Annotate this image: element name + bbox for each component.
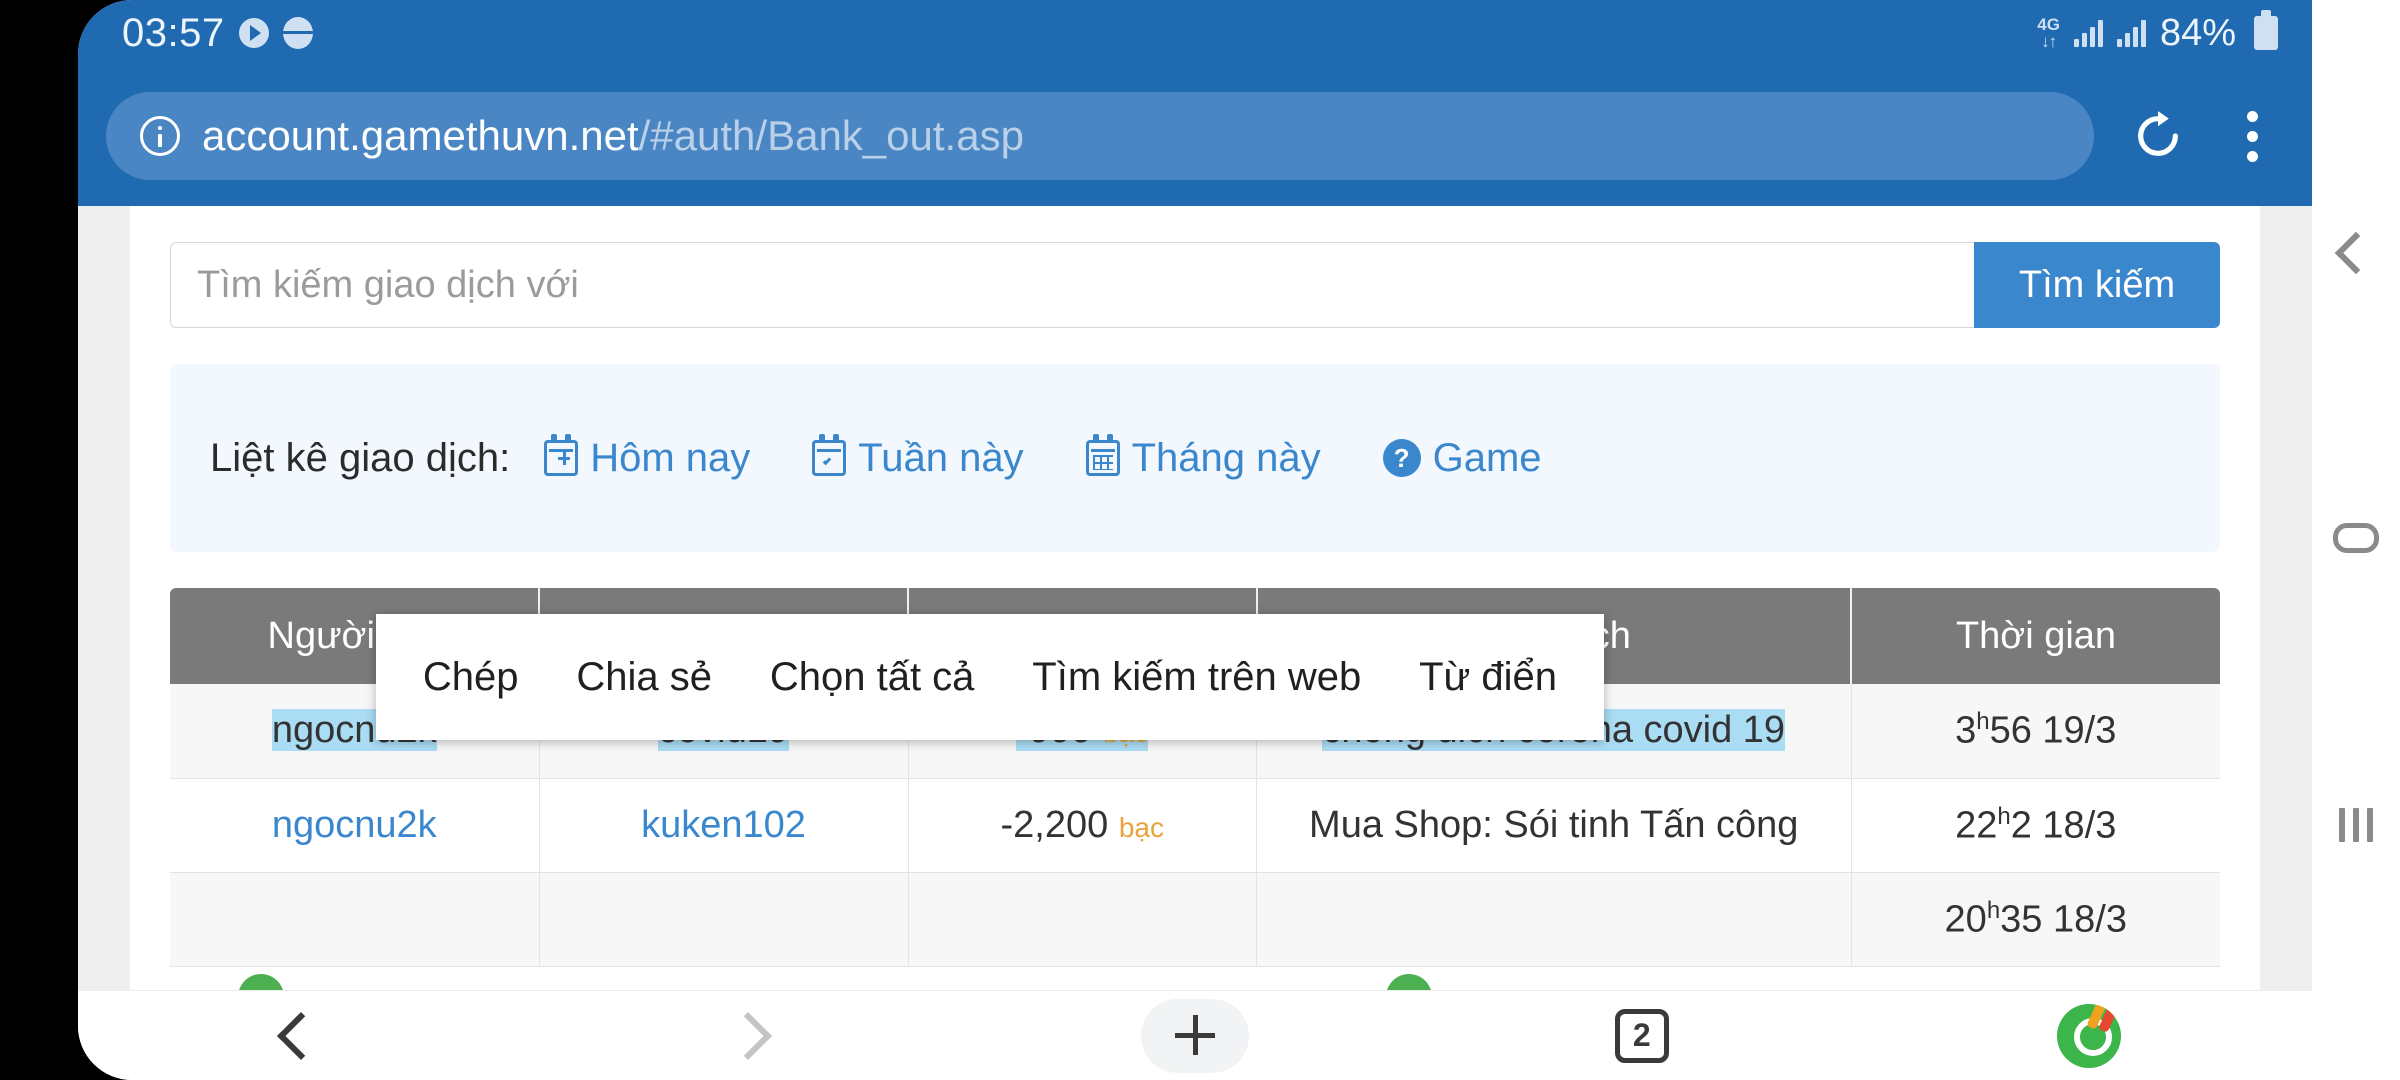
filter-link-month-label: Tháng này xyxy=(1131,435,1321,480)
table-row[interactable]: 20h35 18/3 xyxy=(170,872,2220,967)
calendar-check-icon xyxy=(812,434,847,476)
calendar-grid-icon xyxy=(1085,434,1120,476)
context-menu-item-web-search[interactable]: Tìm kiếm trên web xyxy=(1032,654,1362,699)
status-bar: 03:57 4G ↓↑ 84% xyxy=(78,0,2312,66)
page-content: Tìm kiếm giao dịch với Tìm kiếm Liệt kê … xyxy=(130,206,2260,990)
address-bar[interactable]: account.gamethuvn.net/#auth/Bank_out.asp xyxy=(106,92,2094,180)
signal-sim2-icon xyxy=(2116,19,2146,47)
browser-forward-button[interactable] xyxy=(525,1011,972,1060)
cell-time: 3h56 19/3 xyxy=(1851,684,2220,779)
reload-icon xyxy=(2132,110,2184,162)
new-tab-button[interactable] xyxy=(972,998,1419,1073)
context-menu-item-dictionary[interactable]: Từ điển xyxy=(1419,654,1558,699)
transaction-filter-panel: Liệt kê giao dịch: Hôm nay Tuần này Thán… xyxy=(170,364,2220,552)
browser-toolbar: account.gamethuvn.net/#auth/Bank_out.asp xyxy=(78,66,2312,206)
filter-label: Liệt kê giao dịch: xyxy=(210,435,511,480)
signal-sim1-icon xyxy=(2073,19,2103,47)
chevron-left-icon xyxy=(277,1011,326,1060)
table-row[interactable]: ngocnu2k kuken102 -2,200 bạc Mua Shop: S… xyxy=(170,778,2220,873)
tab-count-badge: 2 xyxy=(1614,1008,1669,1063)
search-button[interactable]: Tìm kiếm xyxy=(1974,242,2220,328)
filter-link-month[interactable]: Tháng này xyxy=(1085,434,1321,481)
url-path: /#auth/Bank_out.asp xyxy=(638,112,1024,159)
battery-percent: 84% xyxy=(2159,11,2236,54)
cell-sender-value[interactable]: ngocnu2k xyxy=(271,803,437,846)
status-clock: 03:57 xyxy=(122,10,225,55)
browser-menu-button[interactable] xyxy=(2222,110,2282,162)
calendar-plus-icon xyxy=(544,434,579,476)
browser-brand-button[interactable] xyxy=(1865,1003,2312,1068)
cell-purpose xyxy=(1256,872,1852,967)
plus-icon xyxy=(1140,998,1249,1073)
filter-link-game[interactable]: ? Game xyxy=(1382,435,1542,481)
filter-link-game-label: Game xyxy=(1432,435,1542,480)
play-circle-icon xyxy=(238,18,269,48)
cell-time: 22h2 18/3 xyxy=(1851,778,2220,873)
cell-amount-unit: bạc xyxy=(1118,811,1164,843)
cell-receiver xyxy=(539,872,909,967)
context-menu-item-select-all[interactable]: Chọn tất cả xyxy=(769,654,975,699)
search-input[interactable]: Tìm kiếm giao dịch với xyxy=(170,242,1974,328)
context-menu-item-copy[interactable]: Chép xyxy=(422,654,519,699)
tab-switcher-button[interactable]: 2 xyxy=(1418,1008,1865,1063)
cell-amount: -2,200 bạc xyxy=(908,778,1257,873)
battery-icon xyxy=(2254,10,2278,50)
content-container: Tìm kiếm giao dịch với Tìm kiếm Liệt kê … xyxy=(130,206,2260,967)
filter-link-today[interactable]: Hôm nay xyxy=(544,434,751,481)
android-navigation-bar xyxy=(2312,0,2400,1080)
cell-purpose: Mua Shop: Sói tinh Tấn công xyxy=(1256,778,1852,873)
filter-link-today-label: Hôm nay xyxy=(590,435,751,480)
transaction-search-row: Tìm kiếm giao dịch với Tìm kiếm xyxy=(170,242,2220,328)
coccoc-icon xyxy=(2056,1003,2121,1068)
capsule-icon xyxy=(282,17,313,49)
browser-bottom-bar: 2 xyxy=(78,990,2312,1080)
cell-sender xyxy=(170,872,540,967)
reload-button[interactable] xyxy=(2132,110,2184,162)
cell-time: 20h35 18/3 xyxy=(1851,872,2220,967)
url-text: account.gamethuvn.net/#auth/Bank_out.asp xyxy=(202,112,1024,160)
chevron-right-icon xyxy=(724,1011,773,1060)
filter-link-week-label: Tuần này xyxy=(858,435,1024,480)
selection-handle-start[interactable] xyxy=(238,974,284,990)
cell-receiver: kuken102 xyxy=(539,778,909,873)
nav-back-icon[interactable] xyxy=(2334,231,2378,274)
cell-amount xyxy=(908,872,1257,967)
url-host: account.gamethuvn.net xyxy=(202,112,639,159)
status-bar-left: 03:57 xyxy=(122,11,313,56)
phone-screen: 03:57 4G ↓↑ 84% account.gamethuvn.net/#au… xyxy=(78,0,2312,1080)
nav-home-icon[interactable] xyxy=(2333,522,2379,553)
network-type-icon: 4G ↓↑ xyxy=(2037,15,2060,51)
question-circle-icon: ? xyxy=(1382,439,1421,477)
filter-link-week[interactable]: Tuần này xyxy=(812,434,1024,481)
column-header-time: Thời gian xyxy=(1851,588,2220,684)
nav-recents-icon[interactable] xyxy=(2339,808,2373,843)
web-page-viewport: Tìm kiếm giao dịch với Tìm kiếm Liệt kê … xyxy=(78,206,2312,990)
text-selection-context-menu: Chép Chia sẻ Chọn tất cả Tìm kiếm trên w… xyxy=(376,614,1604,740)
context-menu-item-share[interactable]: Chia sẻ xyxy=(576,654,713,699)
info-icon[interactable] xyxy=(140,116,180,156)
cell-receiver-value[interactable]: kuken102 xyxy=(641,803,806,846)
status-bar-right: 4G ↓↑ 84% xyxy=(2037,10,2278,55)
browser-back-button[interactable] xyxy=(78,1011,525,1060)
cell-sender: ngocnu2k xyxy=(170,778,540,873)
selection-handle-end[interactable] xyxy=(1386,974,1432,990)
kebab-menu-icon xyxy=(2246,110,2258,162)
